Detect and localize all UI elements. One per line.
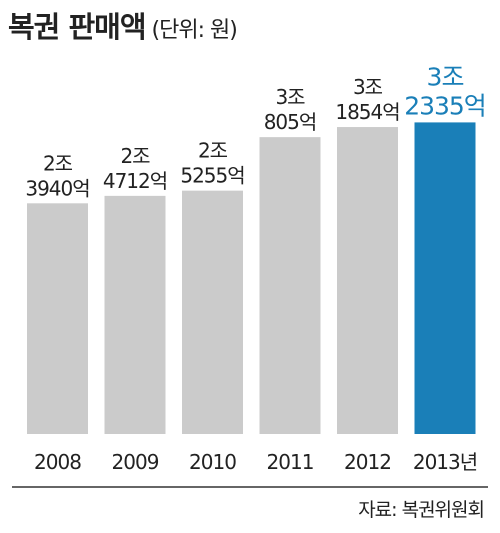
unit-label: (단위: 원): [151, 18, 238, 43]
bar-2009: [104, 195, 166, 434]
tick-label-2: 2010: [189, 450, 236, 474]
source-label: 자료: 복권위원회: [358, 499, 485, 521]
data-label-1-1: 4712억: [103, 169, 167, 193]
data-label-4-1: 1854억: [335, 100, 399, 124]
chart-title-block: 복권 판매액 (단위: 원): [8, 4, 238, 46]
tick-label-5: 2013년: [413, 450, 477, 474]
tick-label-4: 2012: [344, 450, 391, 474]
data-label-5-0: 3조: [427, 62, 464, 91]
chart-title: 복권 판매액: [8, 10, 146, 44]
data-label-4-0: 3조: [353, 75, 383, 99]
data-label-3-1: 805억: [264, 110, 317, 134]
tick-label-3: 2011: [267, 450, 314, 474]
data-label-0-0: 2조: [43, 151, 73, 175]
bar-2010: [182, 190, 243, 434]
bar-2013: [414, 122, 476, 435]
bar-2008: [27, 203, 88, 434]
data-label-3-0: 3조: [275, 85, 305, 109]
tick-label-0: 2008: [34, 450, 81, 474]
data-label-2-1: 5255억: [180, 164, 244, 188]
data-label-0-1: 3940억: [25, 176, 89, 200]
data-label-1-0: 2조: [120, 144, 150, 168]
bar-2011: [259, 137, 321, 434]
tick-label-1: 2009: [112, 450, 159, 474]
bar-2012: [337, 127, 398, 434]
data-label-2-0: 2조: [198, 139, 228, 163]
data-label-5-1: 2335억: [404, 91, 486, 120]
